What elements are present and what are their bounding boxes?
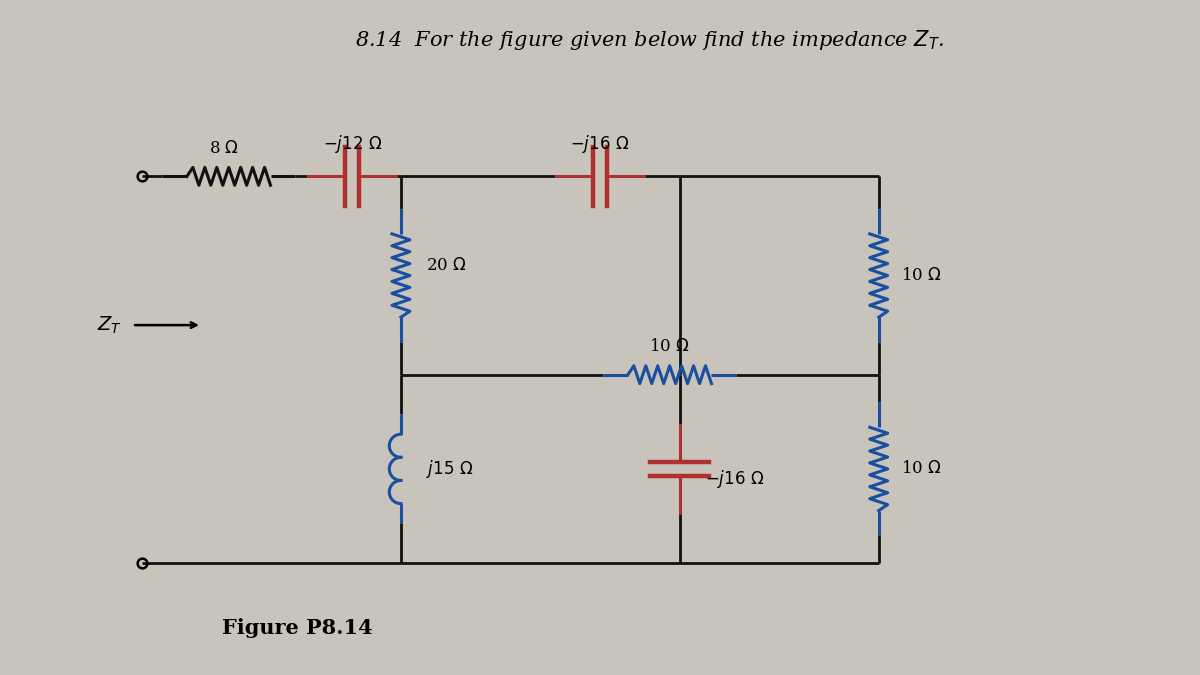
Text: 8.14  For the figure given below find the impedance $Z_T$.: 8.14 For the figure given below find the… (355, 28, 944, 51)
Text: 10 $\Omega$: 10 $\Omega$ (901, 267, 941, 284)
Text: $j15\ \Omega$: $j15\ \Omega$ (426, 458, 473, 480)
Text: 8 $\Omega$: 8 $\Omega$ (209, 140, 239, 157)
Text: 20 $\Omega$: 20 $\Omega$ (426, 257, 467, 274)
Text: Figure P8.14: Figure P8.14 (222, 618, 372, 637)
Text: 10 $\Omega$: 10 $\Omega$ (901, 460, 941, 477)
Text: $Z_T$: $Z_T$ (97, 315, 122, 335)
Text: 10 $\Omega$: 10 $\Omega$ (649, 338, 690, 355)
Text: $-j12\ \Omega$: $-j12\ \Omega$ (323, 132, 382, 155)
Text: $-j16\ \Omega$: $-j16\ \Omega$ (704, 468, 763, 490)
Text: $-j16\ \Omega$: $-j16\ \Omega$ (570, 132, 630, 155)
